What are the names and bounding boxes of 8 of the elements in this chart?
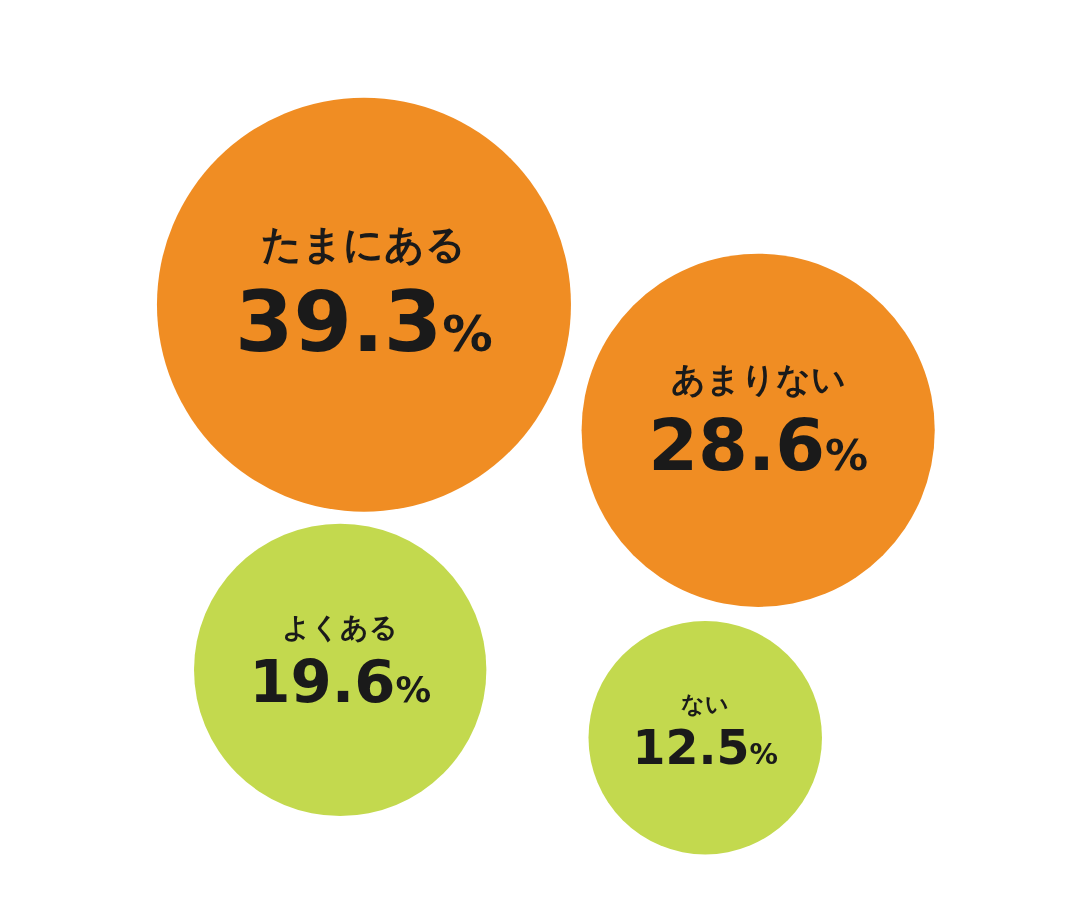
data-label: 28.6% <box>648 402 869 487</box>
data-label: 12.5% <box>632 719 778 775</box>
category-label: あまりない <box>670 358 846 399</box>
data-label: 19.6% <box>249 647 432 717</box>
category-label: ない <box>681 690 730 717</box>
category-label: たまにある <box>261 221 467 268</box>
category-label: よくある <box>282 611 399 645</box>
data-label: 39.3% <box>235 272 493 371</box>
